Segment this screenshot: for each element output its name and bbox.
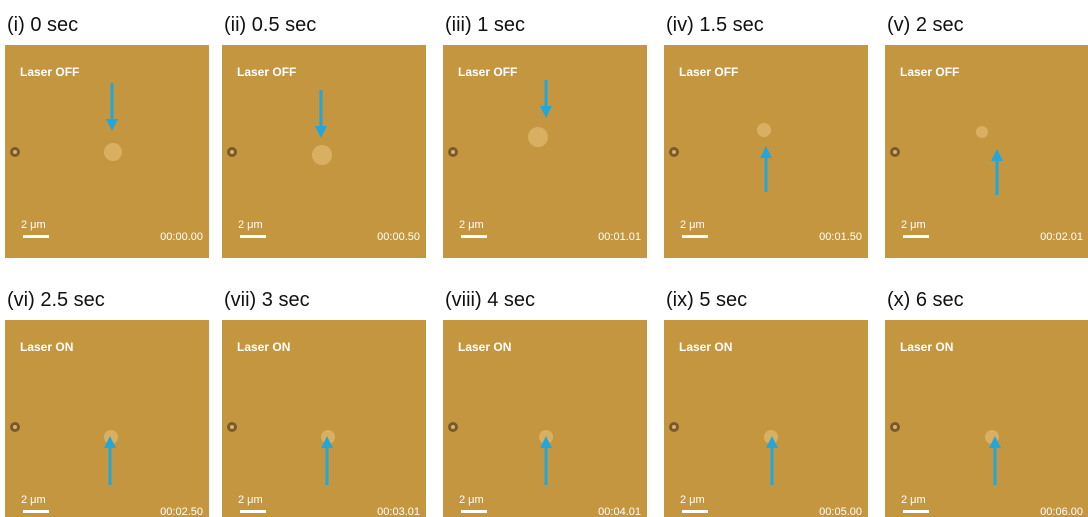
particle-center [451,425,455,429]
blob [757,123,771,137]
micrograph: Laser OFF 2 μm 00:00.00 [5,45,209,258]
scale-bar [461,235,487,238]
panel-label: (iv) 1.5 sec [666,14,764,36]
blob [985,430,999,444]
micrograph: Laser OFF 2 μm 00:01.50 [664,45,868,258]
laser-status: Laser ON [20,340,73,354]
laser-status: Laser OFF [458,65,517,79]
scale-label: 2 μm [21,219,46,231]
timestamp: 00:05.00 [819,506,862,517]
micrograph: Laser OFF 2 μm 00:02.01 [885,45,1088,258]
scale-label: 2 μm [680,219,705,231]
micrograph: Laser ON 2 μm 00:06.00 [885,320,1088,517]
timestamp: 00:00.00 [160,231,203,243]
scale-label: 2 μm [21,494,46,506]
panel-label: (vii) 3 sec [224,289,310,311]
particle-center [893,425,897,429]
scale-bar [461,510,487,513]
timestamp: 00:06.00 [1040,506,1083,517]
scale-label: 2 μm [459,494,484,506]
particle-center [230,150,234,154]
timestamp: 00:02.01 [1040,231,1083,243]
laser-status: Laser ON [458,340,511,354]
particle-center [672,425,676,429]
scale-label: 2 μm [901,494,926,506]
panel-label: (x) 6 sec [887,289,964,311]
scale-label: 2 μm [680,494,705,506]
scale-bar [240,510,266,513]
laser-status: Laser OFF [237,65,296,79]
micrograph: Laser ON 2 μm 00:05.00 [664,320,868,517]
scale-label: 2 μm [238,219,263,231]
timestamp: 00:00.50 [377,231,420,243]
scale-label: 2 μm [459,219,484,231]
panel-label: (vi) 2.5 sec [7,289,105,311]
micrograph: Laser ON 2 μm 00:02.50 [5,320,209,517]
laser-status: Laser OFF [20,65,79,79]
timestamp: 00:02.50 [160,506,203,517]
particle-center [230,425,234,429]
blob [539,430,553,444]
blob [321,430,335,444]
blob [104,143,122,161]
figure: (i) 0 sec Laser OFF 2 μm 00:00.00 (ii) 0.5 s… [0,0,1088,517]
particle-center [451,150,455,154]
micrograph: Laser OFF 2 μm 00:00.50 [222,45,426,258]
laser-status: Laser ON [679,340,732,354]
scale-bar [23,235,49,238]
particle-center [672,150,676,154]
particle-center [13,425,17,429]
micrograph: Laser ON 2 μm 00:03.01 [222,320,426,517]
timestamp: 00:03.01 [377,506,420,517]
scale-bar [903,510,929,513]
micrograph: Laser ON 2 μm 00:04.01 [443,320,647,517]
panel-label: (iii) 1 sec [445,14,525,36]
panel-label: (ii) 0.5 sec [224,14,316,36]
blob [312,145,332,165]
panel-label: (v) 2 sec [887,14,964,36]
laser-status: Laser OFF [900,65,959,79]
scale-bar [682,510,708,513]
panel-label: (i) 0 sec [7,14,78,36]
scale-bar [23,510,49,513]
timestamp: 00:01.01 [598,231,641,243]
blob [976,126,988,138]
timestamp: 00:01.50 [819,231,862,243]
scale-bar [682,235,708,238]
laser-status: Laser ON [900,340,953,354]
particle-center [13,150,17,154]
blob [764,430,778,444]
micrograph: Laser OFF 2 μm 00:01.01 [443,45,647,258]
panel-label: (viii) 4 sec [445,289,535,311]
blob [104,430,118,444]
scale-bar [240,235,266,238]
panel-label: (ix) 5 sec [666,289,747,311]
scale-label: 2 μm [238,494,263,506]
blob [528,127,548,147]
particle-center [893,150,897,154]
laser-status: Laser OFF [679,65,738,79]
timestamp: 00:04.01 [598,506,641,517]
scale-bar [903,235,929,238]
scale-label: 2 μm [901,219,926,231]
laser-status: Laser ON [237,340,290,354]
